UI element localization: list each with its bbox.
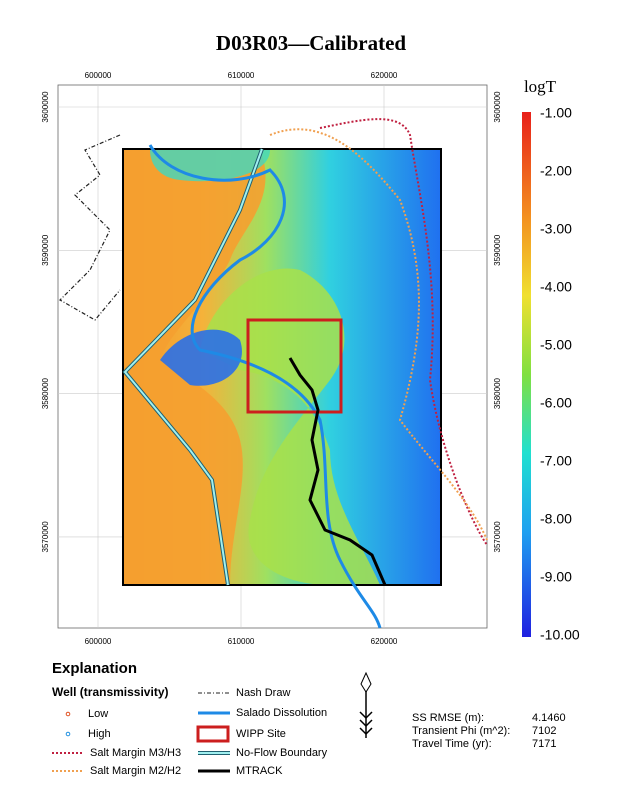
stat-label: Travel Time (yr):: [412, 738, 492, 750]
y-tick-label: 3600000: [41, 91, 50, 123]
field-center: [200, 268, 380, 585]
x-tick-label: 600000: [85, 637, 112, 646]
colorbar-ramp: [522, 112, 531, 637]
stat-value: 7102: [532, 725, 556, 737]
model-boundary: [122, 148, 442, 586]
salt-margin-m3: [319, 118, 488, 546]
legend-label: Nash Draw: [236, 687, 290, 699]
y-tick-label: 3580000: [41, 377, 50, 409]
colorbar-tick-label: -7.00: [540, 453, 572, 469]
no-flow-boundary: [123, 148, 263, 586]
legend-title: Explanation: [52, 660, 137, 677]
colorbar: logT -1.00 -2.00 -3.00 -4.00 -5.00 -6.00 -7.00…: [522, 77, 580, 643]
x-tick-label: 620000: [371, 71, 398, 80]
legend-label: Salt Margin M2/H2: [90, 765, 181, 777]
y-tick-label: 3590000: [493, 234, 502, 266]
legend-heading: Well (transmissivity): [52, 685, 168, 699]
high-well: [65, 731, 71, 737]
colorbar-tick-label: -4.00: [540, 279, 572, 295]
stat-label: Transient Phi (m^2):: [412, 725, 510, 737]
salt-margin-m2: [269, 128, 488, 541]
low-well: [65, 711, 71, 717]
stat-label: SS RMSE (m):: [412, 712, 484, 724]
stat-value: 4.1460: [532, 712, 566, 724]
mtrack: [288, 357, 387, 586]
colorbar-tick-label: -1.00: [540, 105, 572, 121]
colorbar-label: logT: [524, 77, 557, 96]
colorbar-tick-label: -6.00: [540, 395, 572, 411]
colorbar-tick-label: -9.00: [540, 569, 572, 585]
legend: Explanation Well (transmissivity) Low Hig…: [52, 660, 328, 777]
field-blue: [160, 329, 242, 386]
legend-label: MTRACK: [236, 765, 283, 777]
legend-label: High: [88, 728, 111, 740]
stat-value: 7171: [532, 738, 556, 750]
salado-dissolution: [148, 144, 382, 629]
colorbar-tick-label: -10.00: [540, 627, 580, 643]
y-tick-label: 3570000: [493, 521, 502, 553]
legend-label: Salado Dissolution: [236, 707, 327, 719]
y-tick-label: 3590000: [41, 234, 50, 266]
legend-label: WIPP Site: [236, 728, 286, 740]
y-tick-label: 3580000: [493, 377, 502, 409]
colorbar-tick-label: -8.00: [540, 511, 572, 527]
legend-label: Salt Margin M3/H3: [90, 747, 181, 759]
x-tick-label: 610000: [228, 71, 255, 80]
nash-draw: [59, 134, 121, 321]
x-tick-label: 600000: [85, 71, 112, 80]
colorbar-tick-label: -5.00: [540, 337, 572, 353]
north-arrow: [359, 671, 373, 738]
map: 600000 600000 610000 610000 620000 620000 3600…: [41, 71, 502, 646]
legend-label: No-Flow Boundary: [236, 747, 328, 759]
field-north: [150, 150, 270, 182]
x-tick-label: 610000: [228, 637, 255, 646]
y-tick-label: 3570000: [41, 521, 50, 553]
colorbar-tick-label: -3.00: [540, 221, 572, 237]
legend-label: Low: [88, 708, 108, 720]
wipp-site: [246, 318, 343, 414]
field-west: [123, 149, 266, 585]
x-tick-label: 620000: [371, 637, 398, 646]
title: D03R03—Calibrated: [216, 31, 406, 55]
colorbar-tick-label: -2.00: [540, 163, 572, 179]
wipp-symbol: [196, 725, 230, 743]
stats: SS RMSE (m): 4.1460 Transient Phi (m^2): 71…: [412, 712, 566, 750]
y-tick-label: 3600000: [493, 91, 502, 123]
